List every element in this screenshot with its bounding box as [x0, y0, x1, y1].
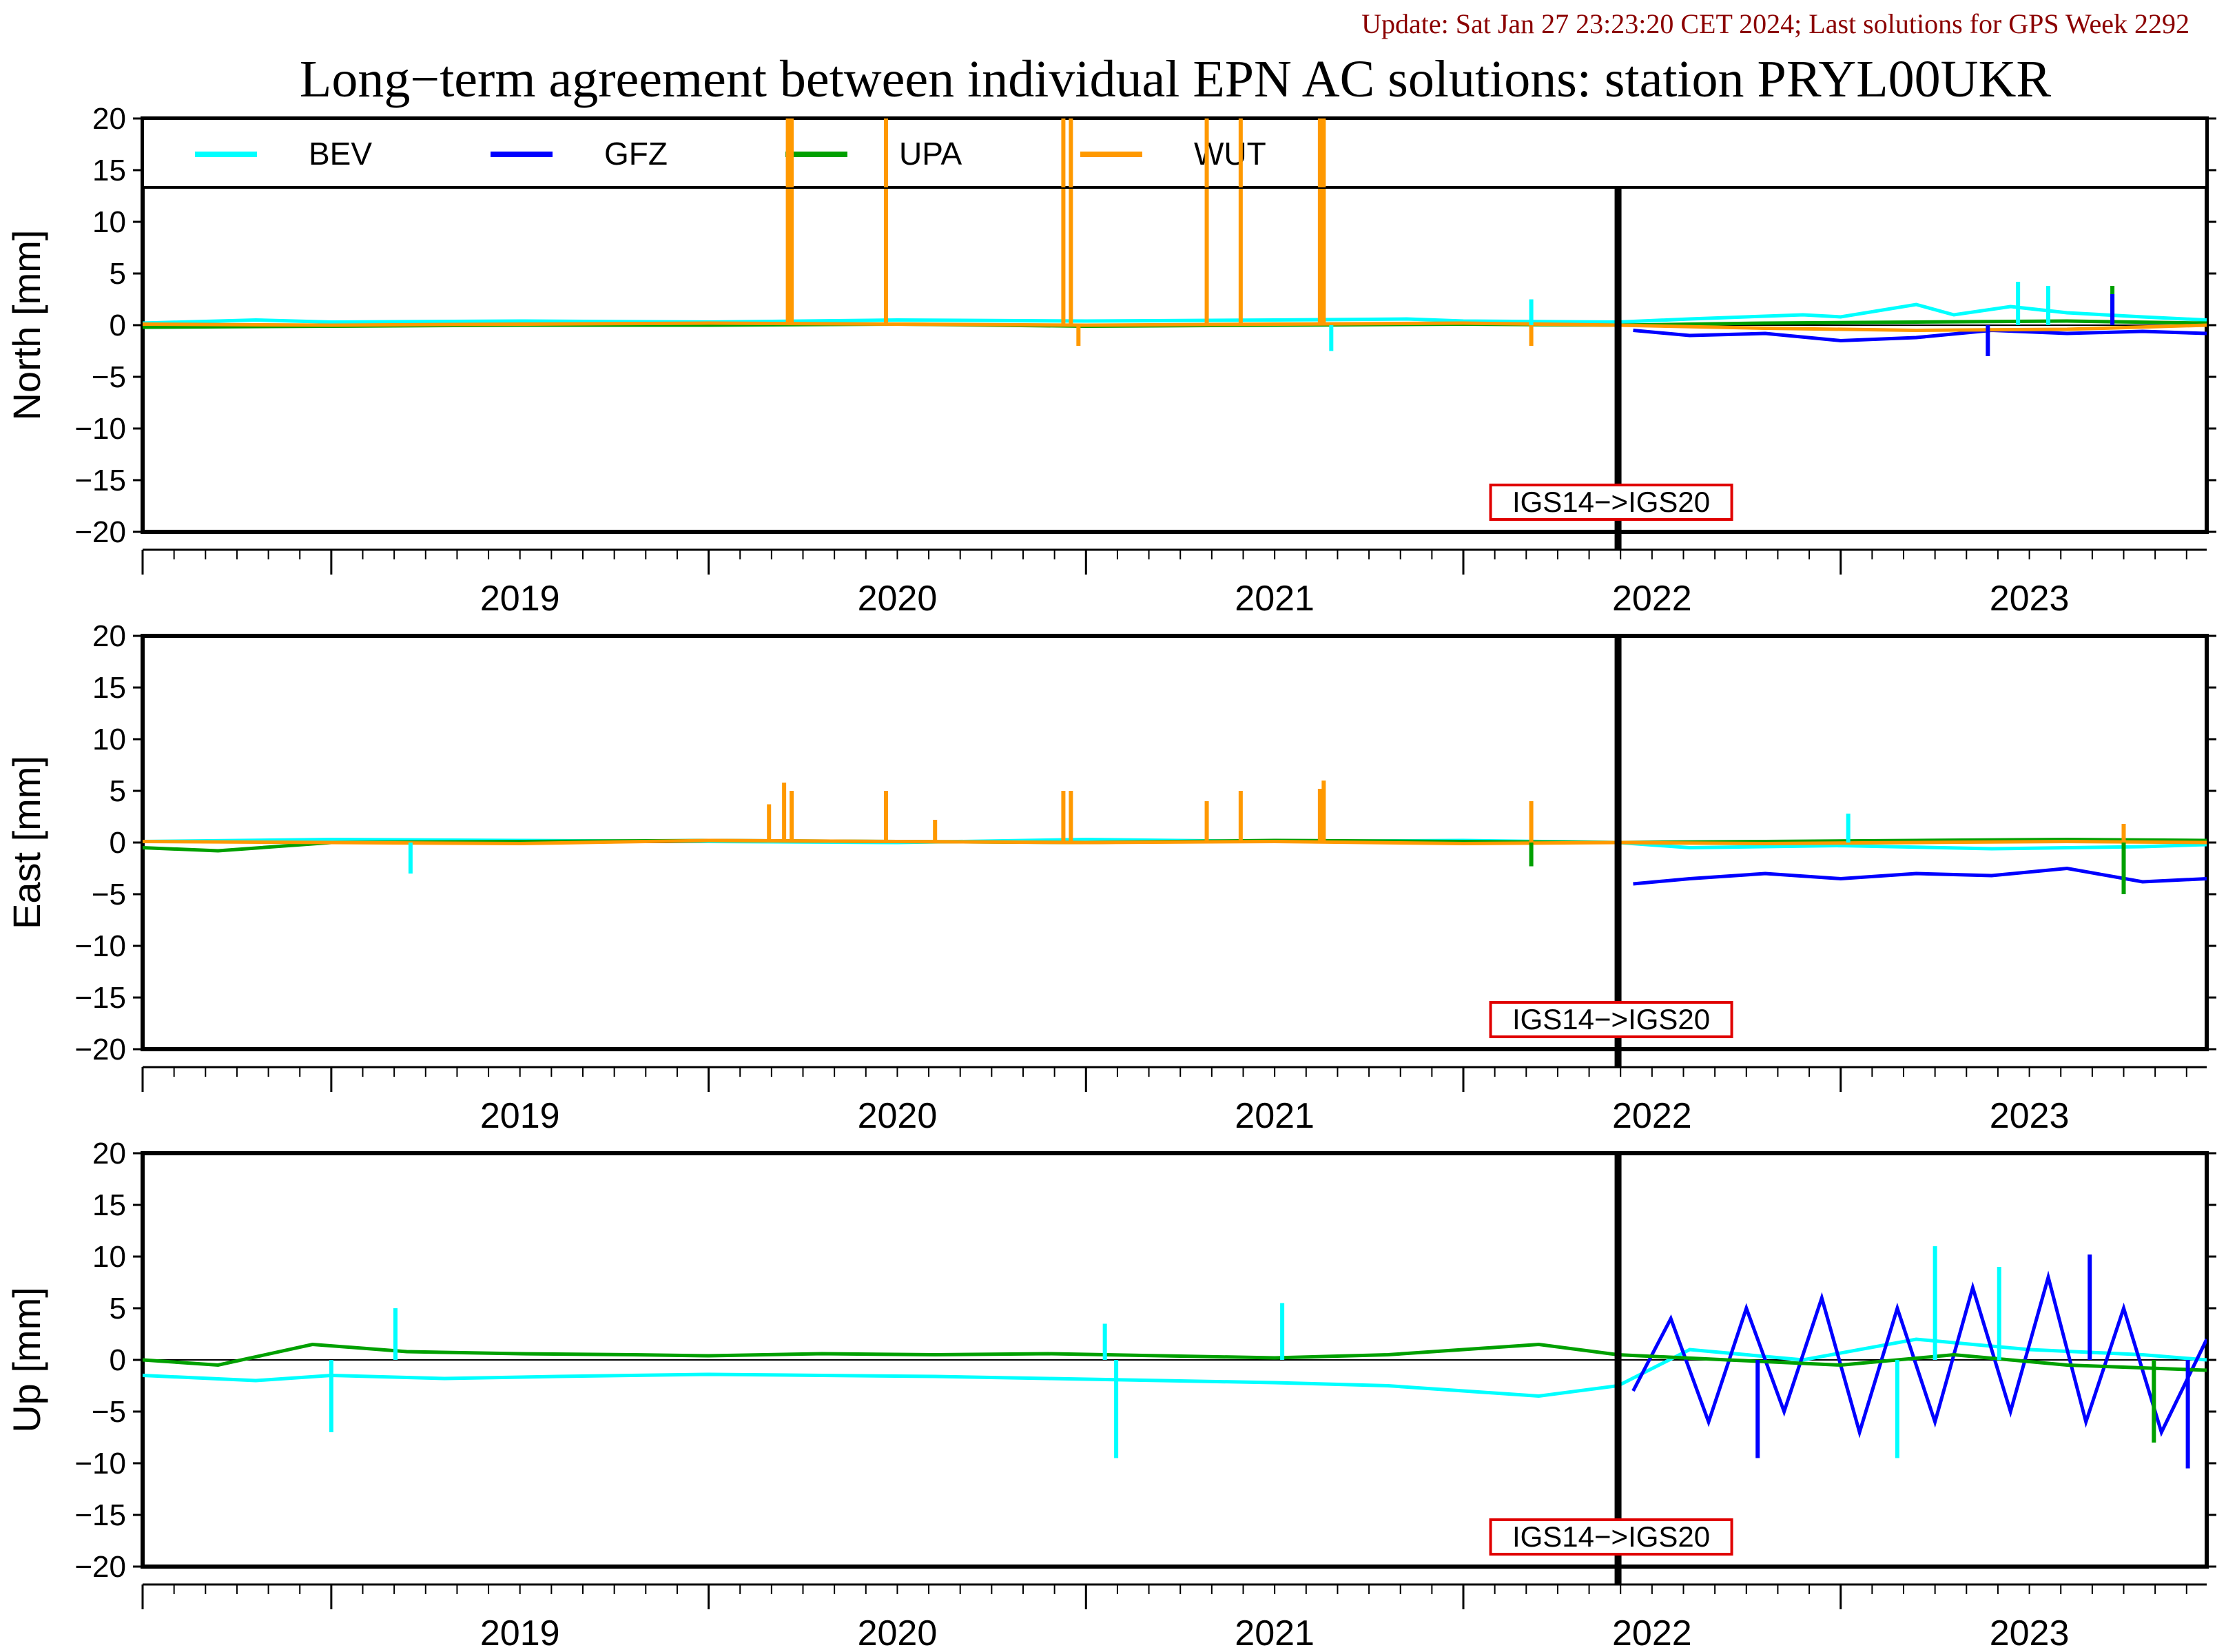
chart-title: Long−term agreement between individual E…: [300, 50, 2051, 108]
panel-up: −20 −15 −10 −5 0 5 10 15 20 Up [mm] 2019 2020 2021 20…: [5, 1137, 2216, 1652]
legend-label-upa: UPA: [899, 136, 962, 172]
x-tick-label: 2023: [1990, 1613, 2070, 1652]
x-tick-label: 2022: [1612, 1613, 1692, 1652]
legend-label-gfz: GFZ: [604, 136, 668, 172]
y-tick-label: 20: [92, 1137, 126, 1170]
y-tick-label: 10: [92, 723, 126, 756]
series-line-wut: [143, 321, 2207, 333]
y-tick-label: 15: [92, 671, 126, 705]
y-tick-label: −15: [74, 981, 126, 1015]
y-tick-label: 15: [92, 1188, 126, 1222]
x-tick-label: 2022: [1612, 579, 1692, 619]
y-tick-label: −10: [74, 1447, 126, 1480]
x-tick-label: 2023: [1990, 579, 2070, 619]
series-line-gfz: [1633, 866, 2207, 886]
legend-box: [141, 117, 2208, 189]
series-line-bev: [143, 302, 2207, 325]
annotation-box: [1489, 1001, 1733, 1038]
x-tick-label: 2020: [858, 579, 938, 619]
y-tick-label: 20: [92, 102, 126, 136]
y-tick-label: −5: [92, 1395, 126, 1429]
y-axis-label: North [mm]: [5, 230, 48, 421]
x-tick-label: 2020: [858, 1096, 938, 1136]
y-tick-label: −5: [92, 878, 126, 911]
y-tick-label: 0: [110, 1343, 126, 1377]
annotation-text: IGS14−>IGS20: [1512, 1003, 1710, 1035]
y-tick-label: 15: [92, 154, 126, 187]
series-line-upa: [143, 1342, 2207, 1372]
x-tick-label: 2019: [480, 1096, 560, 1136]
y-tick-label: −20: [74, 1033, 126, 1066]
series-line-bev: [143, 1337, 2207, 1398]
x-tick-label: 2021: [1235, 1613, 1315, 1652]
y-tick-label: 20: [92, 619, 126, 653]
x-tick-label: 2021: [1235, 1096, 1315, 1136]
y-tick-label: 0: [110, 826, 126, 860]
x-tick-label: 2022: [1612, 1096, 1692, 1136]
y-tick-label: −5: [92, 360, 126, 394]
data-layer: [143, 1246, 2207, 1469]
y-tick-label: 0: [110, 309, 126, 342]
x-tick-label: 2020: [858, 1613, 938, 1652]
legend: BEV GFZ UPA WUT: [141, 117, 2208, 189]
y-tick-label: 10: [92, 1240, 126, 1274]
x-tick-label: 2023: [1990, 1096, 2070, 1136]
y-tick-label: −10: [74, 929, 126, 963]
x-tick-label: 2019: [480, 579, 560, 619]
legend-label-bev: BEV: [309, 136, 372, 172]
series-line-gfz: [1633, 328, 2207, 343]
annotation-text: IGS14−>IGS20: [1512, 486, 1710, 518]
y-tick-label: 5: [110, 774, 126, 808]
update-text: Update: Sat Jan 27 23:23:20 CET 2024; La…: [1361, 8, 2189, 39]
x-tick-label: 2021: [1235, 579, 1315, 619]
annotation-box: [1489, 1518, 1733, 1556]
panel-north: −20 −15 −10 −5 0 5 10 15 20 North [mm] 2019 2020 202…: [5, 102, 2216, 619]
y-axis-label: East [mm]: [5, 756, 48, 929]
annotation-box: [1489, 484, 1733, 521]
panel-east: −20 −15 −10 −5 0 5 10 15 20 East [mm] 2019 2020 2021…: [5, 619, 2216, 1136]
y-tick-label: 5: [110, 257, 126, 291]
y-tick-label: −15: [74, 464, 126, 497]
y-tick-label: −20: [74, 1550, 126, 1584]
series-line-wut: [143, 838, 2207, 846]
y-axis-label: Up [mm]: [5, 1287, 48, 1433]
y-tick-label: −15: [74, 1498, 126, 1532]
y-tick-label: −20: [74, 515, 126, 549]
annotation-text: IGS14−>IGS20: [1512, 1520, 1710, 1553]
y-tick-label: 10: [92, 205, 126, 239]
data-layer: [143, 781, 2207, 894]
y-tick-label: −10: [74, 412, 126, 446]
y-tick-label: 5: [110, 1292, 126, 1325]
x-tick-label: 2019: [480, 1613, 560, 1652]
